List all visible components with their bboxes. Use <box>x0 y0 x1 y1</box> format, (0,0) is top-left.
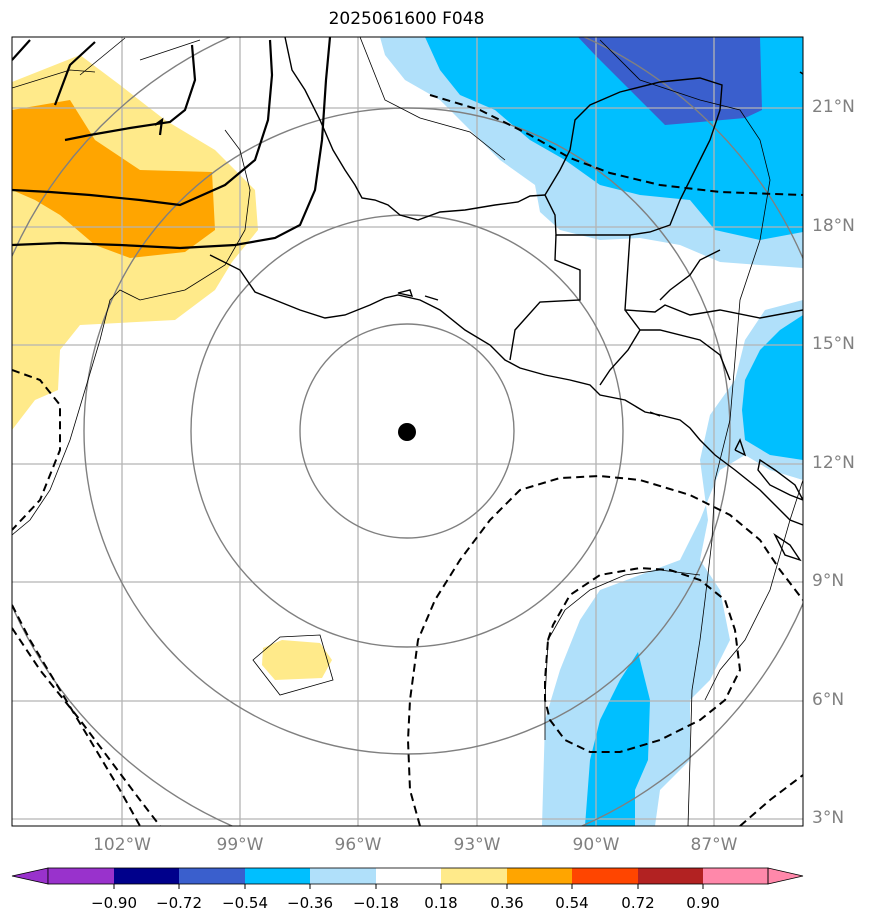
storm-center-marker <box>398 423 416 441</box>
positive-small-region <box>262 640 332 680</box>
negative-mid-region-east <box>742 315 803 460</box>
solid-contours <box>12 37 332 250</box>
colorbar-label: 0.36 <box>490 894 524 912</box>
lon-label-102w: 102°W <box>93 835 151 855</box>
colorbar-bin-11 <box>703 868 768 884</box>
mexico-pacific-coast <box>284 37 546 221</box>
negative-mid-region-south <box>585 652 650 826</box>
small-islands <box>397 71 803 417</box>
coastlines <box>209 37 803 562</box>
colorbar-label: 0.90 <box>686 894 720 912</box>
map-frame <box>11 36 804 827</box>
central-america-borders <box>509 234 803 386</box>
range-rings <box>12 37 803 826</box>
colorbar-label: 0.18 <box>424 894 458 912</box>
colorbar <box>11 867 804 889</box>
range-ring-2 <box>190 214 624 648</box>
colorbar-label: 0.54 <box>555 894 589 912</box>
range-ring-3 <box>83 107 731 755</box>
lat-label-9n: 9°N <box>812 571 845 591</box>
colorbar-bin-4 <box>245 868 310 884</box>
lat-label-12n: 12°N <box>812 453 855 473</box>
lat-label-15n: 15°N <box>812 334 855 354</box>
lat-label-21n: 21°N <box>812 97 855 117</box>
colorbar-bin-3 <box>179 868 245 884</box>
dashed-contours <box>12 94 803 826</box>
gulf-coast <box>209 254 803 526</box>
lat-label-3n: 3°N <box>812 808 845 828</box>
colorbar-extend-low <box>11 867 49 885</box>
lake-nicaragua <box>757 458 803 501</box>
colorbar-bin-7 <box>441 868 507 884</box>
colorbar-label: −0.90 <box>91 894 137 912</box>
lat-label-6n: 6°N <box>812 690 845 710</box>
colorbar-bin-9 <box>572 868 638 884</box>
costa-rica-coast <box>734 438 802 562</box>
negative-light-region-east <box>542 300 803 826</box>
lon-label-96w: 96°W <box>334 835 382 855</box>
colorbar-label: −0.36 <box>287 894 333 912</box>
colorbar-label: −0.54 <box>222 894 268 912</box>
range-ring-1 <box>299 323 515 539</box>
colorbar-bin-8 <box>507 868 572 884</box>
shading-layer <box>12 37 803 826</box>
colorbar-bin-10 <box>638 868 703 884</box>
map-title: 2025061600 F048 <box>328 9 485 29</box>
lon-label-99w: 99°W <box>216 835 264 855</box>
colorbar-label: 0.72 <box>621 894 655 912</box>
yucatan-peninsula <box>544 77 723 236</box>
honduras-coast <box>659 249 721 301</box>
colorbar-bin-2 <box>114 868 179 884</box>
lon-label-93w: 93°W <box>453 835 501 855</box>
lon-label-87w: 87°W <box>690 835 738 855</box>
lon-label-90w: 90°W <box>572 835 620 855</box>
colorbar-bin-1 <box>48 868 114 884</box>
colorbar-bin-6 <box>376 868 441 884</box>
colorbar-ticks <box>113 884 704 889</box>
colorbar-extend-high <box>767 867 804 885</box>
map-plot-area <box>12 37 803 826</box>
thin-contours <box>12 37 803 826</box>
colorbar-label: −0.18 <box>353 894 399 912</box>
colorbar-bin-5 <box>310 868 376 884</box>
colorbar-label: −0.72 <box>156 894 202 912</box>
lat-label-18n: 18°N <box>812 216 855 236</box>
